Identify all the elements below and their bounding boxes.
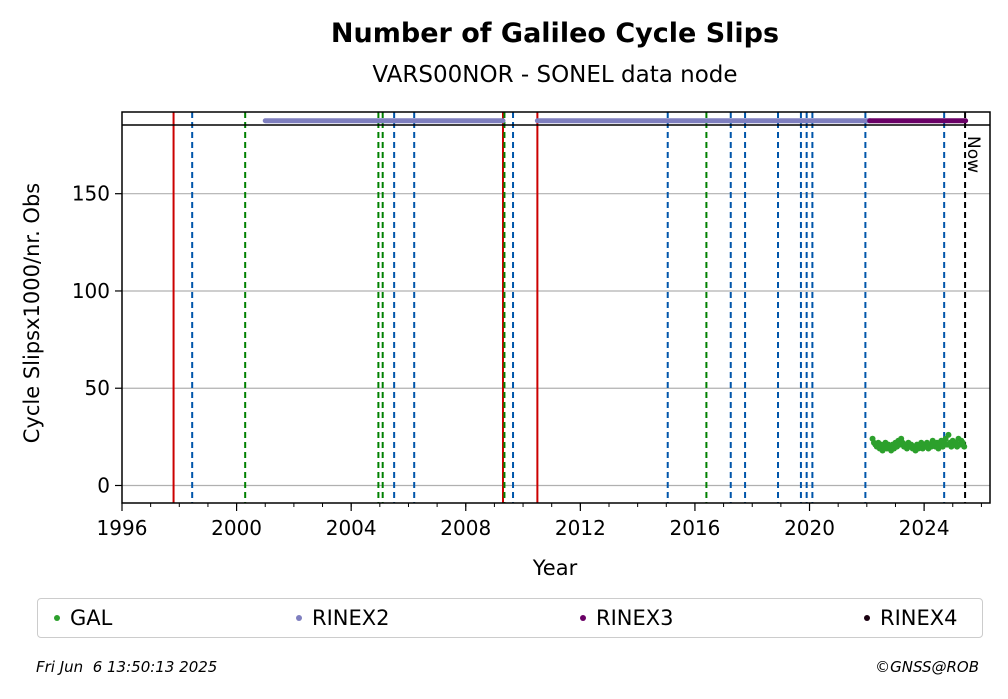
x-tick-label: 2000 bbox=[211, 516, 262, 540]
legend: GAL RINEX2 RINEX3 RINEX4 bbox=[37, 598, 983, 638]
legend-label-gal: GAL bbox=[70, 606, 113, 630]
y-tick-label: 100 bbox=[72, 279, 110, 303]
x-tick-label: 2020 bbox=[784, 516, 835, 540]
chart-subtitle: VARS00NOR - SONEL data node bbox=[372, 62, 737, 88]
legend-item-rinex2: RINEX2 bbox=[296, 605, 390, 631]
chart: Number of Galileo Cycle Slips VARS00NOR … bbox=[20, 18, 991, 580]
y-tick-label: 150 bbox=[72, 182, 110, 206]
legend-label-rinex3: RINEX3 bbox=[596, 606, 674, 630]
legend-marker-rinex3 bbox=[580, 615, 586, 621]
y-tick-label: 50 bbox=[85, 376, 110, 400]
legend-item-gal: GAL bbox=[54, 605, 112, 631]
now-label: Now bbox=[963, 136, 983, 173]
legend-label-rinex2: RINEX2 bbox=[312, 606, 390, 630]
x-tick-label: 2016 bbox=[669, 516, 720, 540]
x-tick-label: 1996 bbox=[97, 516, 148, 540]
y-tick-label: 0 bbox=[97, 473, 110, 497]
footer-timestamp: Fri Jun 6 13:50:13 2025 bbox=[36, 658, 218, 676]
chart-title: Number of Galileo Cycle Slips bbox=[331, 18, 779, 49]
plot-frame bbox=[121, 111, 991, 504]
gal-point bbox=[961, 443, 968, 450]
footer-credit: ©GNSS@ROB bbox=[875, 658, 979, 676]
legend-item-rinex4: RINEX4 bbox=[864, 605, 958, 631]
legend-label-rinex4: RINEX4 bbox=[880, 606, 958, 630]
x-tick-label: 2008 bbox=[440, 516, 491, 540]
x-tick-label: 2024 bbox=[899, 516, 950, 540]
plot-area: 0 50 100 150 1996 2000 2004 2008 2012 2016 2020 202… bbox=[72, 111, 991, 540]
x-axis-label: Year bbox=[532, 556, 578, 580]
legend-item-rinex3: RINEX3 bbox=[580, 605, 674, 631]
legend-marker-gal bbox=[54, 615, 60, 621]
gal-point bbox=[945, 431, 952, 438]
legend-marker-rinex2 bbox=[296, 615, 302, 621]
y-axis-label: Cycle Slipsx1000/nr. Obs bbox=[20, 183, 44, 443]
x-tick-label: 2004 bbox=[326, 516, 377, 540]
legend-marker-rinex4 bbox=[864, 615, 870, 621]
x-tick-label: 2012 bbox=[555, 516, 606, 540]
